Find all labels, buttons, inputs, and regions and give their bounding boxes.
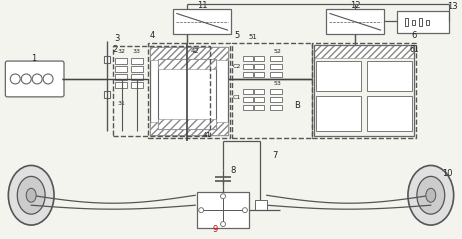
Bar	[316, 96, 361, 131]
Bar	[197, 192, 249, 228]
Bar	[314, 45, 414, 136]
Text: C1: C1	[233, 95, 241, 100]
Bar	[151, 47, 228, 60]
Text: 5: 5	[234, 31, 240, 40]
Ellipse shape	[8, 165, 54, 225]
Bar	[115, 66, 127, 72]
Bar	[367, 61, 412, 91]
Bar	[243, 97, 253, 102]
Text: 42: 42	[191, 48, 200, 54]
Bar	[327, 9, 384, 34]
Bar	[314, 45, 414, 58]
Ellipse shape	[426, 188, 436, 202]
Text: 3: 3	[114, 34, 119, 43]
Circle shape	[10, 74, 20, 84]
Bar	[151, 122, 228, 135]
Bar	[115, 58, 127, 64]
Bar	[158, 119, 216, 129]
Bar	[243, 89, 253, 94]
Bar	[254, 64, 264, 69]
Text: 51: 51	[249, 34, 257, 40]
Bar	[254, 72, 264, 77]
Bar	[148, 43, 230, 138]
Text: 8: 8	[230, 166, 236, 175]
Text: 7: 7	[272, 151, 277, 160]
Bar	[255, 200, 267, 210]
Circle shape	[243, 208, 248, 213]
Text: 11: 11	[197, 1, 207, 10]
Bar	[158, 59, 216, 129]
Ellipse shape	[408, 165, 454, 225]
Text: 61: 61	[409, 45, 419, 54]
Text: 4: 4	[150, 31, 155, 40]
Circle shape	[32, 74, 42, 84]
Bar	[104, 91, 109, 98]
Bar	[270, 105, 282, 110]
Bar	[254, 89, 264, 94]
Ellipse shape	[26, 188, 36, 202]
Text: 6: 6	[411, 31, 417, 40]
Bar	[270, 72, 282, 77]
Text: 41: 41	[203, 132, 212, 138]
Text: 53: 53	[274, 81, 282, 87]
Bar	[151, 47, 228, 135]
Text: 12: 12	[350, 1, 360, 10]
Text: 10: 10	[443, 169, 453, 178]
Ellipse shape	[417, 176, 445, 214]
Text: 52: 52	[274, 49, 282, 54]
Circle shape	[220, 222, 225, 227]
Bar	[397, 11, 449, 33]
Bar	[254, 97, 264, 102]
Bar	[270, 64, 282, 69]
Bar	[113, 46, 210, 136]
Bar	[104, 56, 109, 63]
Bar	[131, 66, 143, 72]
Bar	[270, 97, 282, 102]
Circle shape	[43, 74, 53, 84]
Bar	[311, 43, 416, 138]
Text: C2: C2	[233, 64, 241, 69]
Bar	[426, 20, 429, 25]
Bar	[115, 82, 127, 88]
Text: 9: 9	[213, 225, 218, 234]
Bar	[131, 58, 143, 64]
Bar	[270, 89, 282, 94]
Bar	[232, 43, 311, 138]
Bar	[115, 74, 127, 80]
Bar	[254, 56, 264, 61]
Bar	[243, 56, 253, 61]
Bar	[405, 18, 408, 26]
Bar	[243, 64, 253, 69]
Bar	[243, 105, 253, 110]
Circle shape	[199, 208, 204, 213]
Bar	[419, 18, 422, 26]
Bar	[131, 74, 143, 80]
Text: 32: 32	[118, 49, 126, 54]
Bar	[367, 96, 412, 131]
Bar	[270, 56, 282, 61]
Text: 33: 33	[133, 49, 140, 54]
Circle shape	[220, 194, 225, 199]
Text: 1: 1	[31, 54, 37, 63]
Text: 31: 31	[118, 101, 126, 106]
Bar	[158, 59, 216, 69]
FancyBboxPatch shape	[6, 61, 64, 97]
Bar	[316, 61, 361, 91]
Bar	[131, 82, 143, 88]
Bar	[243, 72, 253, 77]
Bar	[254, 105, 264, 110]
Circle shape	[21, 74, 31, 84]
Text: 2: 2	[112, 45, 117, 54]
Bar	[173, 9, 231, 34]
Text: B: B	[294, 101, 299, 110]
Bar	[412, 20, 415, 25]
Ellipse shape	[17, 176, 45, 214]
Text: 13: 13	[447, 2, 458, 11]
